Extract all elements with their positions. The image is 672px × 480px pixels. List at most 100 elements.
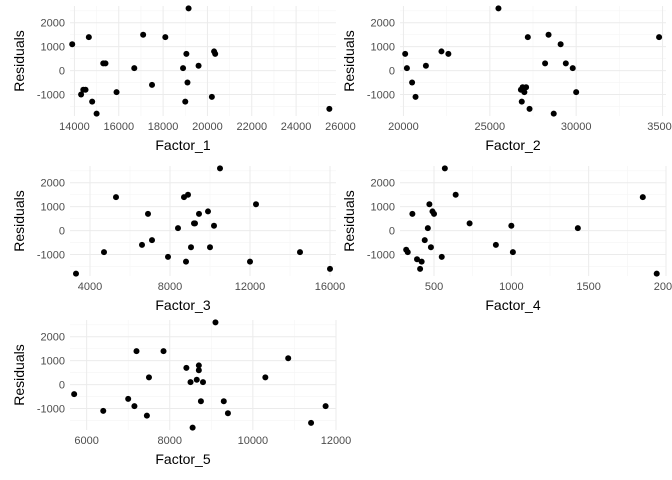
- data-point: [545, 31, 552, 38]
- x-tick-label: 6000: [74, 435, 98, 447]
- data-point: [185, 5, 192, 12]
- y-tick-label: 1000: [371, 42, 395, 54]
- data-point: [149, 81, 156, 88]
- scatter-panel-4: 500 1000 1500 2000 -1000 0 1000 2000 Factor_4 Res…: [341, 165, 672, 313]
- y-axis-title: Residuals: [11, 30, 27, 91]
- data-point: [418, 258, 425, 265]
- data-point: [656, 34, 663, 41]
- data-points: [69, 5, 333, 117]
- data-points: [71, 319, 329, 431]
- y-tick-label: 0: [59, 66, 65, 78]
- data-point: [653, 270, 660, 277]
- y-tick-label: 1000: [371, 202, 395, 214]
- y-axis-title: Residuals: [11, 190, 27, 251]
- x-tick-label: 16000: [103, 121, 134, 133]
- data-point: [508, 222, 515, 229]
- data-point: [175, 225, 181, 232]
- data-point: [438, 253, 445, 260]
- scatter-panel-2: 20000 25000 30000 35000 -1000 0 1000 2000 Factor…: [341, 5, 672, 153]
- data-point: [574, 225, 581, 232]
- y-tick-label: 2000: [371, 178, 395, 190]
- data-point: [162, 34, 169, 41]
- data-point: [518, 98, 525, 105]
- data-point: [196, 210, 202, 217]
- x-tick-label: 12000: [321, 435, 352, 447]
- data-point: [542, 60, 549, 67]
- data-point: [113, 89, 120, 96]
- x-tick-label: 18000: [148, 121, 179, 133]
- y-tick-label: 1000: [41, 42, 65, 54]
- data-point: [326, 105, 333, 112]
- x-tick-label: 4000: [78, 281, 102, 293]
- data-point: [414, 256, 421, 263]
- data-point: [573, 89, 580, 96]
- data-point: [82, 86, 89, 93]
- data-point: [195, 62, 202, 69]
- data-point: [133, 348, 140, 355]
- data-point: [183, 364, 190, 371]
- data-point: [285, 355, 292, 362]
- y-tick-label: 2000: [371, 18, 395, 30]
- data-point: [143, 412, 150, 419]
- data-point: [207, 244, 213, 251]
- data-point: [402, 50, 409, 57]
- y-tick-label: 1000: [41, 356, 65, 368]
- data-point: [404, 249, 411, 256]
- x-tick-label: 20000: [192, 121, 223, 133]
- x-axis-title: Factor_3: [155, 297, 210, 313]
- data-point: [160, 348, 167, 355]
- y-tick-label: 1000: [41, 202, 65, 214]
- data-point: [192, 220, 198, 227]
- data-point: [182, 98, 189, 105]
- y-tick-label: -1000: [37, 403, 65, 415]
- data-point: [145, 374, 152, 381]
- data-point: [165, 253, 171, 260]
- data-point: [93, 110, 100, 117]
- data-point: [412, 93, 419, 100]
- data-point: [208, 93, 215, 100]
- data-point: [212, 319, 219, 326]
- data-point: [523, 84, 530, 91]
- data-point: [69, 41, 76, 48]
- data-point: [205, 208, 211, 215]
- data-point: [550, 110, 557, 117]
- y-tick-label: 0: [389, 66, 395, 78]
- data-point: [78, 91, 85, 98]
- gridlines: [70, 6, 336, 116]
- data-point: [85, 34, 92, 41]
- gridlines: [400, 166, 667, 276]
- data-point: [211, 222, 217, 229]
- x-tick-label: 8000: [158, 435, 182, 447]
- data-point: [193, 376, 200, 383]
- x-axis-title: Factor_4: [485, 297, 540, 313]
- data-point: [189, 424, 196, 431]
- data-point: [409, 210, 416, 217]
- data-point: [185, 191, 191, 198]
- data-point: [431, 210, 438, 217]
- data-point: [224, 410, 231, 417]
- x-tick-label: 12000: [235, 281, 266, 293]
- y-tick-label: -1000: [367, 89, 395, 101]
- y-tick-label: 2000: [41, 332, 65, 344]
- data-point: [327, 265, 333, 272]
- data-point: [526, 105, 533, 112]
- y-tick-label: 0: [389, 226, 395, 238]
- data-point: [131, 65, 138, 72]
- data-point: [71, 391, 78, 398]
- data-points: [73, 165, 333, 277]
- data-point: [139, 241, 145, 248]
- data-point: [149, 237, 155, 244]
- data-point: [73, 270, 79, 277]
- data-point: [426, 201, 433, 208]
- data-point: [183, 50, 190, 57]
- data-point: [100, 407, 107, 414]
- scatter-panel-5: 6000 8000 10000 12000 -1000 0 1000 2000 Factor_5…: [11, 319, 351, 467]
- y-axis-title: Residuals: [11, 344, 27, 405]
- data-point: [188, 244, 194, 251]
- data-point: [102, 60, 109, 67]
- data-point: [441, 165, 448, 172]
- data-point: [466, 220, 473, 227]
- gridlines: [400, 6, 666, 116]
- y-tick-label: 0: [59, 226, 65, 238]
